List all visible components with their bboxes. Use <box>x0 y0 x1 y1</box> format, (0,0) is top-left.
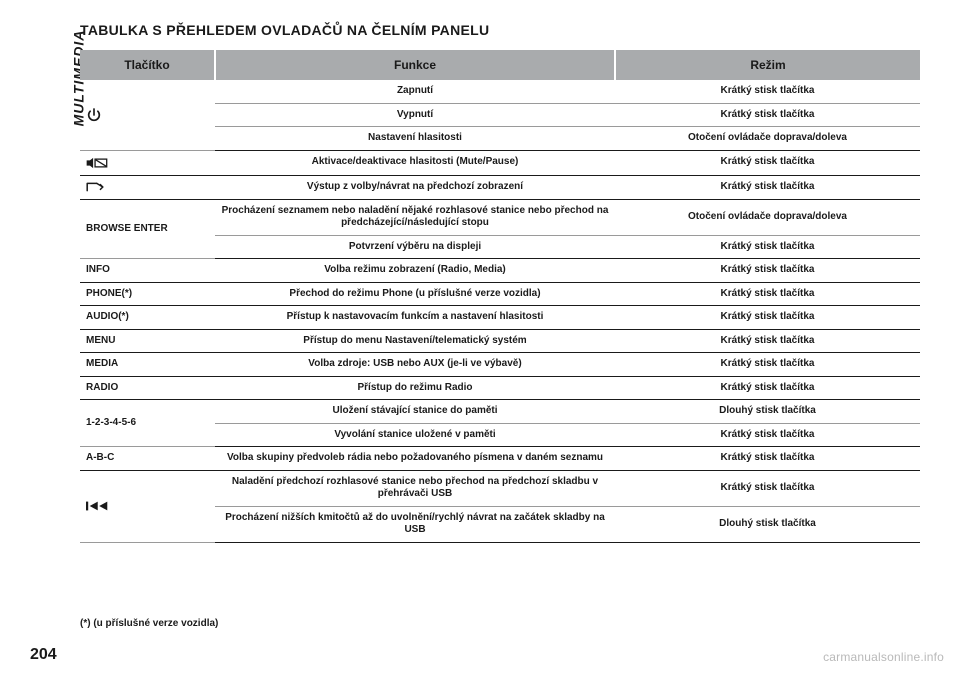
cell-button: BROWSE ENTER <box>80 199 215 259</box>
cell-mode: Otočení ovládače doprava/doleva <box>615 127 920 151</box>
cell-mode: Krátký stisk tlačítka <box>615 175 920 199</box>
page: MULTIMEDIA TABULKA S PŘEHLEDEM OVLADAČŮ … <box>0 0 960 678</box>
table-row: Výstup z volby/návrat na předchozí zobra… <box>80 175 920 199</box>
cell-button: A-B-C <box>80 447 215 471</box>
table-row: PHONE(*)Přechod do režimu Phone (u přísl… <box>80 282 920 306</box>
table-row: MENUPřístup do menu Nastavení/telematick… <box>80 329 920 353</box>
cell-function: Aktivace/deaktivace hlasitosti (Mute/Pau… <box>215 150 615 175</box>
cell-function: Volba zdroje: USB nebo AUX (je-li ve výb… <box>215 353 615 377</box>
cell-button: INFO <box>80 259 215 283</box>
cell-button <box>80 80 215 150</box>
table-row: BROWSE ENTERProcházení seznamem nebo nal… <box>80 199 920 235</box>
cell-function: Přístup do menu Nastavení/telematický sy… <box>215 329 615 353</box>
table-row: RADIOPřístup do režimu RadioKrátký stisk… <box>80 376 920 400</box>
cell-mode: Krátký stisk tlačítka <box>615 282 920 306</box>
table-header: Tlačítko Funkce Režim <box>80 50 920 80</box>
header-col3: Režim <box>615 50 920 80</box>
cell-mode: Krátký stisk tlačítka <box>615 447 920 471</box>
cell-function: Přístup k nastavovacím funkcím a nastave… <box>215 306 615 330</box>
cell-mode: Krátký stisk tlačítka <box>615 470 920 506</box>
cell-function: Vyvolání stanice uložené v paměti <box>215 423 615 447</box>
cell-mode: Krátký stisk tlačítka <box>615 306 920 330</box>
page-number: 204 <box>30 646 57 664</box>
cell-mode: Krátký stisk tlačítka <box>615 235 920 259</box>
cell-mode: Otočení ovládače doprava/doleva <box>615 199 920 235</box>
footnote: (*) (u příslušné verze vozidla) <box>80 618 218 629</box>
cell-function: Uložení stávající stanice do paměti <box>215 400 615 424</box>
cell-mode: Krátký stisk tlačítka <box>615 80 920 103</box>
table-row: ZapnutíKrátký stisk tlačítka <box>80 80 920 103</box>
table-row: MEDIAVolba zdroje: USB nebo AUX (je-li v… <box>80 353 920 377</box>
cell-function: Procházení seznamem nebo naladění nějaké… <box>215 199 615 235</box>
watermark: carmanualsonline.info <box>823 650 944 664</box>
cell-button: MEDIA <box>80 353 215 377</box>
cell-function: Volba skupiny předvoleb rádia nebo požad… <box>215 447 615 471</box>
cell-function: Naladění předchozí rozhlasové stanice ne… <box>215 470 615 506</box>
cell-mode: Krátký stisk tlačítka <box>615 353 920 377</box>
cell-function: Výstup z volby/návrat na předchozí zobra… <box>215 175 615 199</box>
cell-button: 1-2-3-4-5-6 <box>80 400 215 447</box>
cell-button: AUDIO(*) <box>80 306 215 330</box>
cell-button <box>80 470 215 542</box>
cell-function: Vypnutí <box>215 103 615 127</box>
cell-button: RADIO <box>80 376 215 400</box>
cell-function: Zapnutí <box>215 80 615 103</box>
cell-mode: Krátký stisk tlačítka <box>615 423 920 447</box>
table-row: A-B-CVolba skupiny předvoleb rádia nebo … <box>80 447 920 471</box>
table-body: ZapnutíKrátký stisk tlačítkaVypnutíKrátk… <box>80 80 920 542</box>
page-title: TABULKA S PŘEHLEDEM OVLADAČŮ NA ČELNÍM P… <box>80 22 489 38</box>
controls-table: Tlačítko Funkce Režim ZapnutíKrátký stis… <box>80 50 920 543</box>
cell-function: Volba režimu zobrazení (Radio, Media) <box>215 259 615 283</box>
header-col1: Tlačítko <box>80 50 215 80</box>
cell-function: Nastavení hlasitosti <box>215 127 615 151</box>
table-row: 1-2-3-4-5-6Uložení stávající stanice do … <box>80 400 920 424</box>
side-tab: MULTIMEDIA <box>30 18 56 36</box>
cell-button: PHONE(*) <box>80 282 215 306</box>
table-row: Naladění předchozí rozhlasové stanice ne… <box>80 470 920 506</box>
cell-function: Procházení nižších kmitočtů až do uvolně… <box>215 506 615 542</box>
power-icon <box>86 107 102 123</box>
cell-mode: Krátký stisk tlačítka <box>615 150 920 175</box>
cell-button <box>80 150 215 175</box>
cell-function: Přechod do režimu Phone (u příslušné ver… <box>215 282 615 306</box>
table-row: INFOVolba režimu zobrazení (Radio, Media… <box>80 259 920 283</box>
table-row: Aktivace/deaktivace hlasitosti (Mute/Pau… <box>80 150 920 175</box>
cell-function: Potvrzení výběru na displeji <box>215 235 615 259</box>
cell-mode: Krátký stisk tlačítka <box>615 376 920 400</box>
prev-icon <box>86 500 108 512</box>
cell-mode: Dlouhý stisk tlačítka <box>615 506 920 542</box>
mute-icon <box>86 156 108 170</box>
cell-mode: Krátký stisk tlačítka <box>615 329 920 353</box>
header-col2: Funkce <box>215 50 615 80</box>
cell-mode: Krátký stisk tlačítka <box>615 103 920 127</box>
cell-button <box>80 175 215 199</box>
cell-mode: Krátký stisk tlačítka <box>615 259 920 283</box>
cell-mode: Dlouhý stisk tlačítka <box>615 400 920 424</box>
exit-icon <box>86 181 104 193</box>
table-row: AUDIO(*)Přístup k nastavovacím funkcím a… <box>80 306 920 330</box>
cell-function: Přístup do režimu Radio <box>215 376 615 400</box>
cell-button: MENU <box>80 329 215 353</box>
